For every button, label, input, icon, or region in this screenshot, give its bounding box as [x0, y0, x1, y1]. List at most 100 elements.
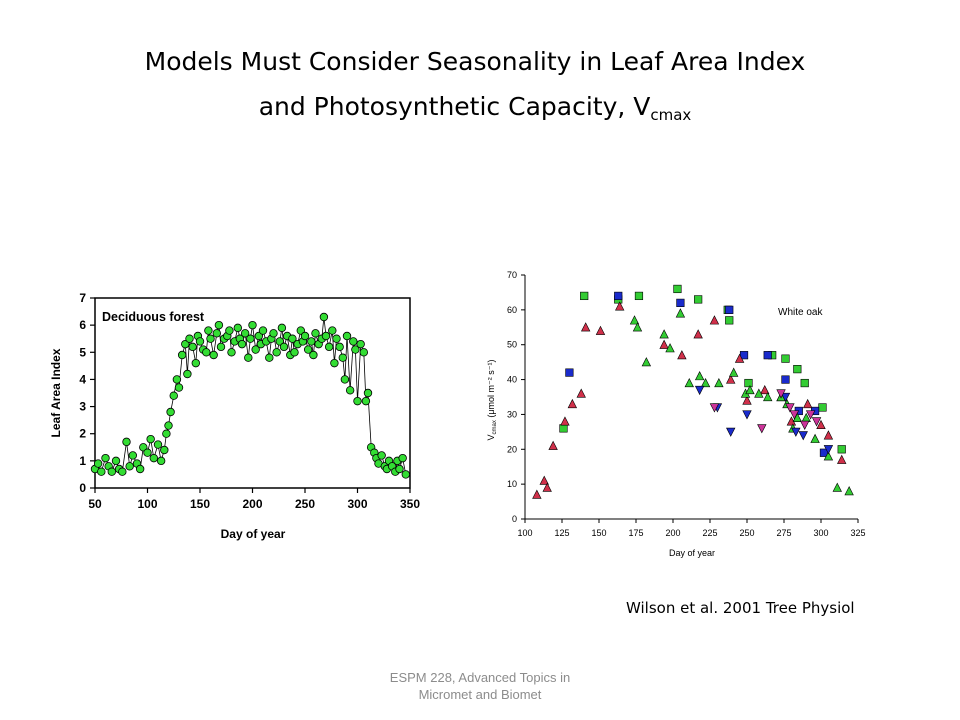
lai-data-point: [324, 342, 334, 352]
vcmax-square-marker: [725, 305, 734, 314]
lai-data-point: [185, 334, 194, 343]
lai-data-point: [258, 326, 268, 335]
lai-data-point: [349, 337, 358, 346]
lai-data-point: [214, 320, 224, 330]
vcmax-triangle-down-marker: [789, 410, 800, 420]
vcmax-y-tick-label: 10: [507, 479, 517, 489]
vcmax-y-tick-label: 50: [507, 340, 517, 350]
lai-data-point: [321, 331, 331, 341]
lai-data-point: [166, 407, 175, 417]
lai-data-point: [353, 396, 362, 406]
vcmax-triangle-up-marker: [665, 343, 675, 353]
vcmax-triangle-down-marker: [805, 410, 816, 420]
lai-data-point: [248, 320, 257, 330]
vcmax-triangle-up-marker: [844, 486, 854, 496]
vcmax-square-marker: [559, 424, 568, 433]
vcmax-square-marker: [763, 351, 772, 360]
lai-data-point: [332, 334, 341, 343]
lai-annotation: Deciduous forest: [102, 310, 205, 324]
lai-y-tick-label: 0: [79, 481, 86, 495]
lai-data-point: [153, 440, 163, 449]
lai-data-point: [269, 329, 278, 338]
lai-data-point: [107, 467, 116, 476]
lai-data-point: [311, 329, 320, 338]
lai-data-point: [93, 459, 103, 468]
vcmax-square-marker: [580, 291, 589, 301]
lai-y-tick-label: 3: [79, 400, 86, 414]
vcmax-x-tick-label: 325: [850, 528, 865, 538]
vcmax-triangle-up-marker: [684, 377, 694, 388]
lai-data-point: [139, 443, 148, 452]
lai-y-tick-label: 2: [79, 427, 86, 441]
vcmax-triangle-up-marker: [629, 315, 640, 325]
vcmax-triangle-up-marker: [659, 339, 669, 349]
lai-data-point: [300, 331, 310, 341]
vcmax-square-marker: [676, 298, 685, 307]
vcmax-y-axis-label-unit: (μmol m⁻² s⁻¹): [486, 359, 496, 420]
lai-x-tick-label: 50: [88, 497, 102, 511]
vcmax-square-marker: [800, 378, 809, 388]
vcmax-x-tick-label: 150: [591, 528, 606, 538]
lai-data-point: [401, 470, 410, 479]
lai-data-point: [227, 348, 236, 357]
vcmax-triangle-down-marker: [823, 445, 834, 455]
vcmax-triangle-down-marker: [798, 431, 808, 441]
vcmax-triangle-up-marker: [675, 308, 686, 318]
vcmax-y-tick-label: 0: [512, 514, 517, 524]
lai-data-point: [169, 391, 178, 400]
lai-data-point: [177, 350, 187, 360]
vcmax-square-marker: [614, 291, 623, 301]
lai-data-point: [279, 342, 289, 352]
vcmax-triangle-up-marker: [837, 454, 847, 464]
lai-data-point: [188, 342, 197, 352]
slide-footer: ESPM 228, Advanced Topics in Micromet an…: [330, 669, 630, 703]
vcmax-triangle-up-marker: [567, 398, 578, 409]
vcmax-triangle-up-marker: [576, 388, 586, 398]
lai-data-point: [135, 464, 145, 474]
vcmax-triangle-down-marker: [780, 392, 791, 403]
vcmax-triangle-up-marker: [580, 322, 591, 332]
vcmax-triangle-up-marker: [595, 325, 606, 335]
citation: Wilson et al. 2001 Tree Physiol: [626, 599, 855, 617]
lai-data-point: [101, 453, 110, 463]
lai-data-point: [398, 453, 407, 463]
vcmax-triangle-up-marker: [745, 384, 755, 395]
vcmax-triangle-down-marker: [800, 420, 810, 430]
vcmax-triangle-down-marker: [785, 403, 795, 413]
vcmax-square-marker: [694, 295, 703, 304]
vcmax-square-marker: [565, 368, 574, 377]
lai-data-point: [162, 429, 171, 438]
lai-data-point: [183, 369, 192, 379]
vcmax-x-axis-label: Day of year: [669, 548, 715, 558]
vcmax-y-tick-label: 30: [507, 409, 517, 419]
lai-y-tick-label: 7: [79, 291, 86, 305]
lai-data-point: [342, 331, 352, 341]
vcmax-triangle-up-marker: [532, 489, 542, 499]
vcmax-triangle-up-marker: [677, 350, 687, 360]
vcmax-triangle-up-marker: [615, 301, 625, 311]
vcmax-triangle-up-marker: [823, 451, 834, 461]
lai-y-axis-label: Leaf Area Index: [49, 348, 63, 437]
vcmax-triangle-up-marker: [742, 395, 752, 405]
lai-data-point: [122, 437, 131, 447]
slide-title-line-2-text: and Photosynthetic Capacity, V: [258, 92, 651, 121]
lai-data-point: [345, 386, 355, 395]
vcmax-triangle-up-marker: [832, 482, 842, 492]
vcmax-triangle-down-marker: [776, 389, 786, 399]
lai-y-tick-label: 4: [79, 372, 86, 386]
vcmax-y-tick-label: 60: [507, 305, 517, 315]
lai-data-point: [111, 456, 121, 466]
lai-data-point: [395, 464, 404, 474]
vcmax-triangle-down-marker: [694, 385, 705, 396]
lai-data-point: [143, 448, 152, 457]
footer-line-1: ESPM 228, Advanced Topics in: [389, 670, 571, 685]
lai-data-point: [296, 326, 305, 335]
vcmax-x-tick-label: 175: [628, 528, 643, 538]
lai-data-point: [156, 456, 166, 466]
lai-data-point: [254, 331, 263, 341]
lai-x-tick-label: 150: [190, 497, 210, 511]
vcmax-triangle-up-marker: [632, 322, 643, 332]
vcmax-triangle-up-marker: [728, 367, 739, 377]
vcmax-y-tick-label: 70: [507, 270, 517, 280]
lai-data-point: [335, 342, 344, 352]
